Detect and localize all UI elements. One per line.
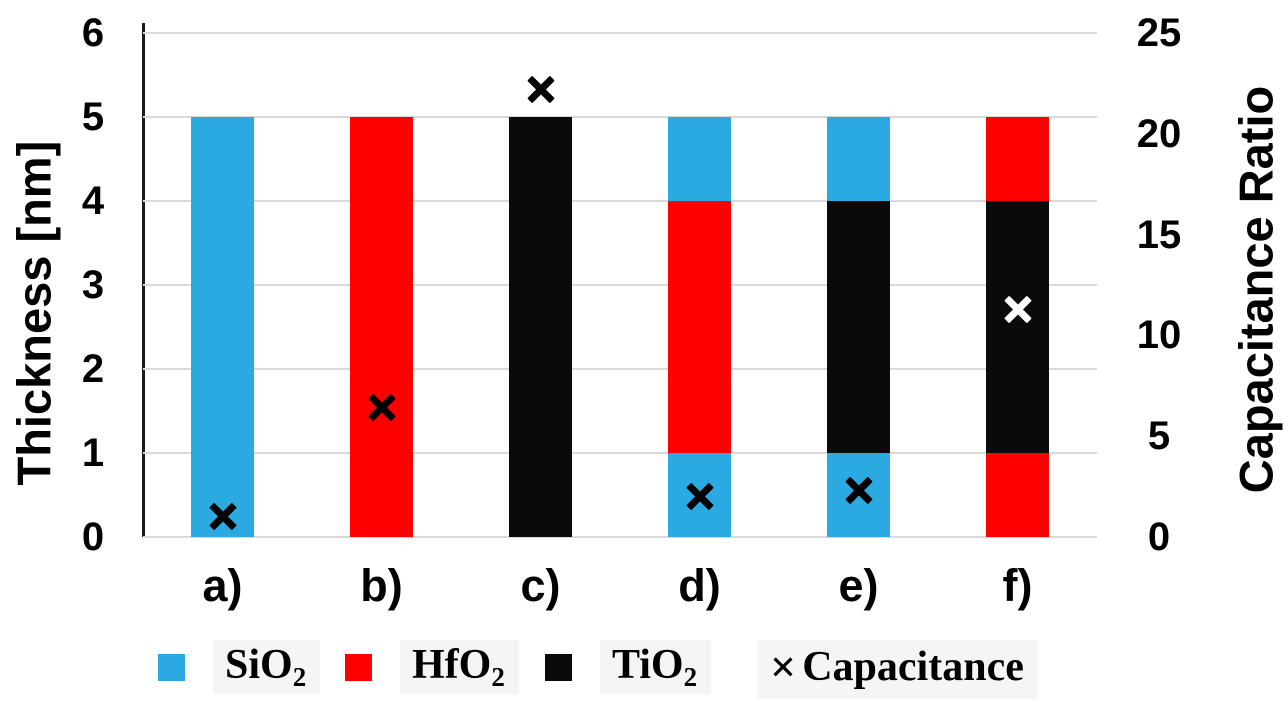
subscript: 2 [292,662,307,692]
legend-label-tio2: TiO2 [600,640,712,695]
left-tick-label: 0 [81,515,105,559]
subscript: 2 [683,662,698,692]
hfo2-swatch-icon [345,653,372,681]
capacitance-marker [366,392,398,424]
left-tick-label: 5 [81,95,105,139]
gridline [143,452,1097,454]
left-tick-label: 3 [81,263,105,307]
category-label: b) [360,560,403,611]
capacitance-marker [207,501,239,533]
legend-item-sio2: SiO2 [158,640,321,695]
left-tick-label: 2 [81,347,105,391]
gridline [143,284,1097,286]
bar-segment-SiO2 [191,117,254,537]
left-tick-label: 1 [81,431,105,475]
right-tick-label: 5 [1147,414,1171,459]
legend-item-capacitance: × Capacitance [758,640,1038,699]
gridline [143,116,1097,118]
bar-segment-HfO2 [986,453,1049,537]
legend-item-hfo2: HfO2 [345,640,519,695]
gridline [143,200,1097,202]
legend-item-tio2: TiO2 [545,640,712,695]
right-tick-label: 20 [1136,111,1182,156]
right-tick-label: 15 [1136,212,1182,257]
left-tick-label: 6 [81,11,105,55]
x-marker-icon: × [770,641,797,692]
right-tick-label: 10 [1136,313,1182,358]
bar-segment-HfO2 [986,117,1049,201]
category-label: c) [520,560,561,611]
right-tick-label: 0 [1147,515,1171,559]
capacitance-marker [525,73,557,105]
capacitance-marker [1002,293,1034,325]
gridline [143,536,1097,538]
gridline [143,32,1097,34]
legend-label-hfo2: HfO2 [400,640,519,695]
category-label: a) [202,560,243,611]
capacitance-marker [684,481,716,513]
bar-segment-HfO2 [350,117,413,537]
gridline [143,368,1097,370]
bar-segment-SiO2 [668,117,731,201]
legend-label-sio2: SiO2 [213,640,321,695]
plot-area [143,32,1097,538]
legend: SiO2 HfO2 TiO2 × Capacitance [0,640,1284,709]
bar-segment-HfO2 [668,201,731,453]
bar-segment-TiO2 [986,201,1049,453]
capacitance-marker [843,475,875,507]
category-label: f) [1002,560,1033,611]
bar-segment-SiO2 [827,117,890,201]
bar-segment-TiO2 [509,117,572,537]
bar-segment-TiO2 [827,201,890,453]
legend-label-capacitance: × Capacitance [758,640,1038,699]
category-label: d) [678,560,721,611]
subscript: 2 [491,662,505,692]
right-tick-label: 25 [1136,11,1182,55]
category-label: e) [838,560,879,611]
left-axis-title: Thickness [nm] [7,140,61,486]
tio2-swatch-icon [545,653,572,681]
left-axis-line [142,23,145,537]
left-tick-label: 4 [81,179,105,223]
sio2-swatch-icon [158,653,185,681]
right-axis-title: Capacitance Ratio [1229,85,1283,494]
